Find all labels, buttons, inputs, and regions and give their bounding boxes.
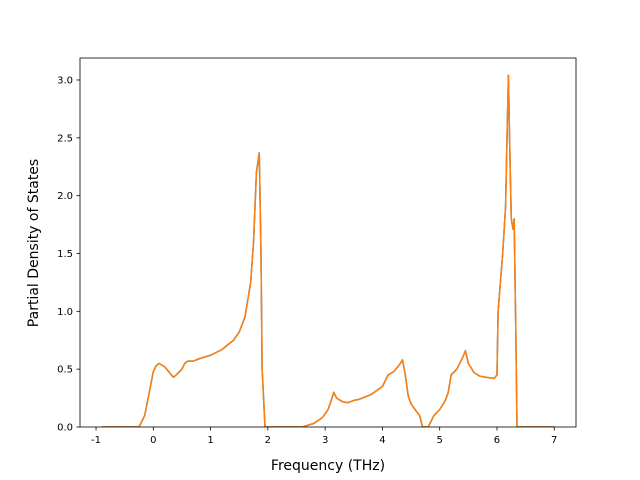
x-tick-label: 0: [150, 435, 156, 446]
x-tick-label: 4: [379, 435, 385, 446]
y-axis-label: Partial Density of States: [26, 159, 42, 327]
y-tick-label: 3.0: [57, 75, 73, 86]
y-tick-label: 2.5: [57, 133, 73, 144]
x-tick-label: 3: [322, 435, 328, 446]
x-axis-label: Frequency (THz): [271, 458, 385, 474]
y-tick-label: 2.0: [57, 191, 73, 202]
x-tick-label: 6: [494, 435, 500, 446]
line-series: [101, 74, 555, 427]
x-tick-label: 5: [436, 435, 442, 446]
y-tick-label: 1.0: [57, 307, 73, 318]
x-tick-label: 1: [207, 435, 213, 446]
x-tick-label: -1: [91, 435, 101, 446]
x-tick-label: 2: [265, 435, 271, 446]
y-tick-label: 0.0: [57, 423, 73, 434]
plot-frame: [79, 57, 577, 428]
y-tick-label: 0.5: [57, 365, 73, 376]
x-tick-label: 7: [551, 435, 557, 446]
y-tick-label: 1.5: [57, 249, 73, 260]
line-series: [101, 74, 555, 427]
